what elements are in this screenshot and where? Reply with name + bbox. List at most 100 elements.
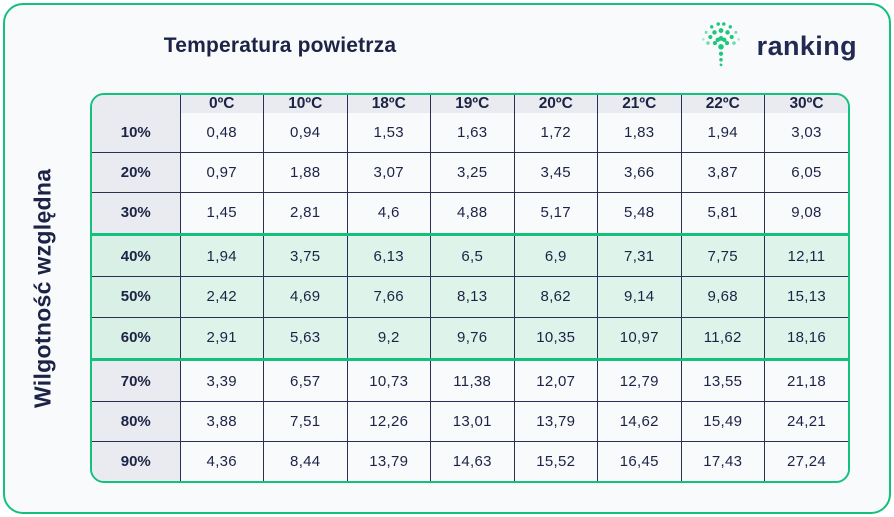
table-body: 10% 0,48 0,94 1,53 1,63 1,72 1,83 1,94 3,03 20% 0,… <box>92 113 848 481</box>
value-cell: 13,79 <box>347 441 431 481</box>
row-label-cell: 10% <box>92 113 181 153</box>
value-cell: 6,5 <box>430 234 515 278</box>
value-cell: 24,21 <box>764 401 848 443</box>
row-label-cell: 70% <box>92 359 181 403</box>
value-cell: 13,55 <box>681 359 765 403</box>
value-cell: 14,62 <box>597 401 682 443</box>
value-cell: 3,75 <box>263 234 348 278</box>
dotted-fan-icon <box>695 19 747 74</box>
value-cell: 21,18 <box>764 359 848 403</box>
row-label-cell: 40% <box>92 234 181 278</box>
value-cell: 5,48 <box>597 192 682 237</box>
value-cell: 3,03 <box>764 113 848 153</box>
value-cell: 13,79 <box>514 401 598 443</box>
value-cell: 12,26 <box>347 401 431 443</box>
value-cell: 5,81 <box>681 192 765 237</box>
table-row: 70% 3,39 6,57 10,73 11,38 12,07 12,79 13,55 21,1… <box>92 359 848 403</box>
col-header-cell: 30ºC <box>764 95 848 113</box>
value-cell: 10,97 <box>597 317 682 361</box>
value-cell: 1,94 <box>681 113 765 153</box>
value-cell: 11,62 <box>681 317 765 361</box>
row-label-cell: 60% <box>92 317 181 361</box>
value-cell: 11,38 <box>430 359 515 403</box>
table-row: 40% 1,94 3,75 6,13 6,5 6,9 7,31 7,75 12,11 <box>92 234 848 278</box>
value-cell: 5,17 <box>514 192 598 237</box>
value-cell: 8,62 <box>514 276 598 318</box>
value-cell: 9,68 <box>681 276 765 318</box>
value-cell: 3,66 <box>597 152 682 193</box>
value-cell: 6,13 <box>347 234 431 278</box>
col-header-cell: 22ºC <box>681 95 765 113</box>
value-cell: 17,43 <box>681 441 765 481</box>
value-cell: 4,69 <box>263 276 348 318</box>
value-cell: 16,45 <box>597 441 682 481</box>
table-row: 90% 4,36 8,44 13,79 14,63 15,52 16,45 17,43 27,2… <box>92 441 848 481</box>
value-cell: 15,52 <box>514 441 598 481</box>
corner-cell <box>92 95 181 113</box>
value-cell: 9,2 <box>347 317 431 361</box>
value-cell: 4,36 <box>180 441 264 481</box>
header-row: 0ºC 10ºC 18ºC 19ºC 20ºC 21ºC 22ºC 30ºC <box>92 95 848 113</box>
value-cell: 1,88 <box>263 152 348 193</box>
value-cell: 6,57 <box>263 359 348 403</box>
value-cell: 12,79 <box>597 359 682 403</box>
infographic-card: Temperatura powietrza <box>3 3 891 514</box>
value-cell: 12,11 <box>764 234 848 278</box>
table-header: 0ºC 10ºC 18ºC 19ºC 20ºC 21ºC 22ºC 30ºC <box>92 95 848 113</box>
value-cell: 6,9 <box>514 234 598 278</box>
value-cell: 1,53 <box>347 113 431 153</box>
value-cell: 7,75 <box>681 234 765 278</box>
row-label-cell: 80% <box>92 401 181 443</box>
value-cell: 3,25 <box>430 152 515 193</box>
value-cell: 9,08 <box>764 192 848 237</box>
value-cell: 2,81 <box>263 192 348 237</box>
value-cell: 27,24 <box>764 441 848 481</box>
brand-wordmark: ranking <box>756 31 857 61</box>
row-label-cell: 20% <box>92 152 181 193</box>
value-cell: 15,13 <box>764 276 848 318</box>
value-cell: 1,63 <box>430 113 515 153</box>
value-cell: 0,48 <box>180 113 264 153</box>
value-cell: 4,88 <box>430 192 515 237</box>
value-cell: 3,88 <box>180 401 264 443</box>
value-cell: 15,49 <box>681 401 765 443</box>
value-cell: 14,63 <box>430 441 515 481</box>
value-cell: 4,6 <box>347 192 431 237</box>
value-cell: 7,66 <box>347 276 431 318</box>
value-cell: 7,51 <box>263 401 348 443</box>
value-cell: 3,45 <box>514 152 598 193</box>
brand-logo: ranking <box>695 19 857 74</box>
table-row: 10% 0,48 0,94 1,53 1,63 1,72 1,83 1,94 3,03 <box>92 113 848 153</box>
table-row: 60% 2,91 5,63 9,2 9,76 10,35 10,97 11,62 18,16 <box>92 317 848 361</box>
value-cell: 1,45 <box>180 192 264 237</box>
table-row: 20% 0,97 1,88 3,07 3,25 3,45 3,66 3,87 6,05 <box>92 152 848 193</box>
value-cell: 1,83 <box>597 113 682 153</box>
col-header-cell: 19ºC <box>430 95 515 113</box>
value-cell: 2,42 <box>180 276 264 318</box>
value-cell: 2,91 <box>180 317 264 361</box>
value-cell: 18,16 <box>764 317 848 361</box>
value-cell: 8,44 <box>263 441 348 481</box>
value-cell: 3,39 <box>180 359 264 403</box>
table-row: 80% 3,88 7,51 12,26 13,01 13,79 14,62 15,49 24,2… <box>92 401 848 443</box>
col-header-cell: 18ºC <box>347 95 431 113</box>
row-label-cell: 50% <box>92 276 181 318</box>
value-cell: 5,63 <box>263 317 348 361</box>
row-label-cell: 30% <box>92 192 181 237</box>
value-cell: 6,05 <box>764 152 848 193</box>
value-cell: 10,35 <box>514 317 598 361</box>
value-cell: 12,07 <box>514 359 598 403</box>
table-row: 50% 2,42 4,69 7,66 8,13 8,62 9,14 9,68 15,13 <box>92 276 848 318</box>
value-cell: 8,13 <box>430 276 515 318</box>
row-label-cell: 90% <box>92 441 181 481</box>
col-header-cell: 21ºC <box>597 95 682 113</box>
value-cell: 13,01 <box>430 401 515 443</box>
table-row: 30% 1,45 2,81 4,6 4,88 5,17 5,48 5,81 9,08 <box>92 192 848 237</box>
value-cell: 9,76 <box>430 317 515 361</box>
y-axis-label: Wilgotność względna <box>29 168 56 408</box>
value-cell: 3,07 <box>347 152 431 193</box>
value-cell: 1,72 <box>514 113 598 153</box>
value-cell: 7,31 <box>597 234 682 278</box>
data-table: 0ºC 10ºC 18ºC 19ºC 20ºC 21ºC 22ºC 30ºC 10% 0,48 0… <box>92 95 848 481</box>
col-header-cell: 10ºC <box>263 95 348 113</box>
